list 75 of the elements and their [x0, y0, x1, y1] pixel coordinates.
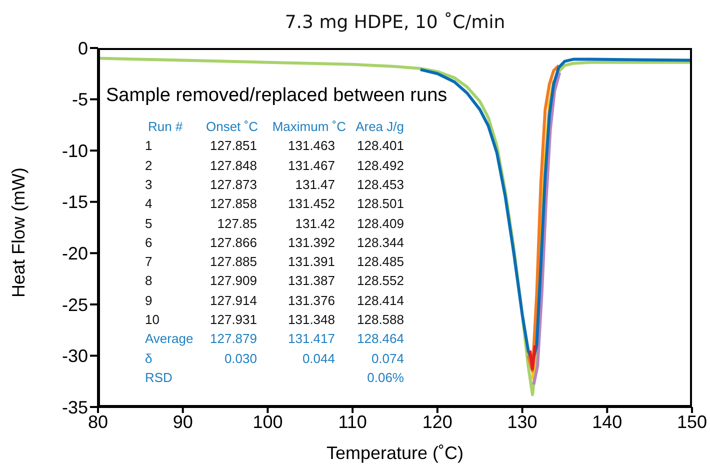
- annotation: Onset ˚C: [206, 119, 258, 134]
- x-tick-label: 150: [676, 412, 708, 432]
- chart-title: 7.3 mg HDPE, 10 ˚C/min: [284, 12, 506, 33]
- annotation: 131.376: [288, 292, 335, 308]
- annotation: 131.463: [288, 138, 335, 154]
- annotation: 0.044: [302, 350, 335, 366]
- annotation: 127.866: [210, 234, 257, 250]
- y-tick-label: 0: [78, 38, 88, 58]
- annotation: 128.501: [357, 196, 404, 212]
- x-axis-title: Temperature (˚C): [326, 443, 464, 463]
- y-tick-label: -10: [62, 140, 88, 161]
- y-tick-label: -15: [62, 192, 88, 212]
- y-tick-label: -30: [62, 346, 88, 366]
- annotation: 131.417: [288, 331, 335, 346]
- x-tick-label: 110: [338, 412, 367, 432]
- annotation: 127.914: [210, 292, 257, 308]
- annotation: 131.467: [288, 158, 335, 173]
- annotation: 127.931: [210, 312, 257, 327]
- annotation: 131.387: [288, 273, 335, 288]
- annotation: 131.47: [295, 176, 335, 192]
- annotation: 7: [145, 254, 152, 270]
- annotation: 127.879: [210, 331, 257, 346]
- annotation: 9: [145, 292, 152, 308]
- annotation: 3: [145, 176, 152, 192]
- annotation: 128.588: [357, 312, 404, 327]
- annotation: 128.485: [357, 254, 404, 270]
- annotation: 128.552: [357, 273, 404, 288]
- annotation: 131.42: [295, 216, 335, 230]
- annotation: 128.344: [357, 234, 404, 250]
- y-axis-title: Heat Flow (mW): [8, 168, 28, 298]
- annotation: 5: [145, 216, 152, 230]
- annotation: 128.414: [357, 292, 404, 308]
- annotation: 6: [145, 234, 152, 250]
- annotation: 131.348: [288, 312, 335, 327]
- annotation: RSD: [145, 370, 172, 385]
- annotation: 128.401: [357, 138, 404, 154]
- annotation: Sample removed/replaced between runs: [106, 85, 448, 107]
- y-tick-label: -5: [72, 90, 88, 110]
- annotation: 127.909: [210, 273, 257, 288]
- x-tick-label: 120: [422, 412, 452, 432]
- annotation: 127.848: [210, 158, 257, 173]
- y-tick-label: -20: [62, 244, 88, 264]
- annotation: 10: [145, 312, 160, 327]
- annotation: 8: [145, 273, 152, 288]
- x-tick-label: 90: [172, 412, 193, 432]
- annotation: 0.06%: [367, 370, 404, 385]
- x-tick-label: 130: [507, 412, 538, 432]
- annotation: Area J/g: [356, 119, 404, 134]
- annotation: Maximum ˚C: [272, 119, 346, 134]
- annotation: 128.409: [357, 216, 404, 230]
- x-tick-label: 100: [252, 412, 283, 432]
- line-series: [532, 71, 562, 386]
- annotation: 128.492: [357, 158, 404, 173]
- annotation: 128.453: [357, 176, 404, 192]
- annotation: 0.030: [224, 350, 257, 366]
- annotation: 127.873: [210, 176, 257, 192]
- annotation: 1: [145, 138, 152, 154]
- annotation: 131.452: [288, 196, 335, 212]
- x-tick-label: 80: [88, 412, 108, 432]
- annotation: 128.464: [357, 331, 404, 346]
- annotation: 4: [145, 196, 152, 212]
- annotation: Average: [145, 331, 194, 346]
- annotation: δ: [145, 350, 152, 366]
- annotation: 131.392: [288, 234, 335, 250]
- y-tick-label: -35: [62, 397, 88, 418]
- x-tick-label: 140: [592, 412, 622, 432]
- annotation: Run #: [148, 119, 183, 134]
- y-tick-label: -25: [62, 294, 88, 315]
- annotation: 127.851: [210, 138, 257, 154]
- annotation: 127.885: [210, 254, 257, 270]
- annotation: 127.85: [217, 216, 257, 230]
- annotation: 0.074: [371, 350, 404, 366]
- annotation: 131.391: [288, 254, 335, 270]
- annotation: 2: [145, 158, 152, 173]
- annotation: 127.858: [210, 196, 257, 212]
